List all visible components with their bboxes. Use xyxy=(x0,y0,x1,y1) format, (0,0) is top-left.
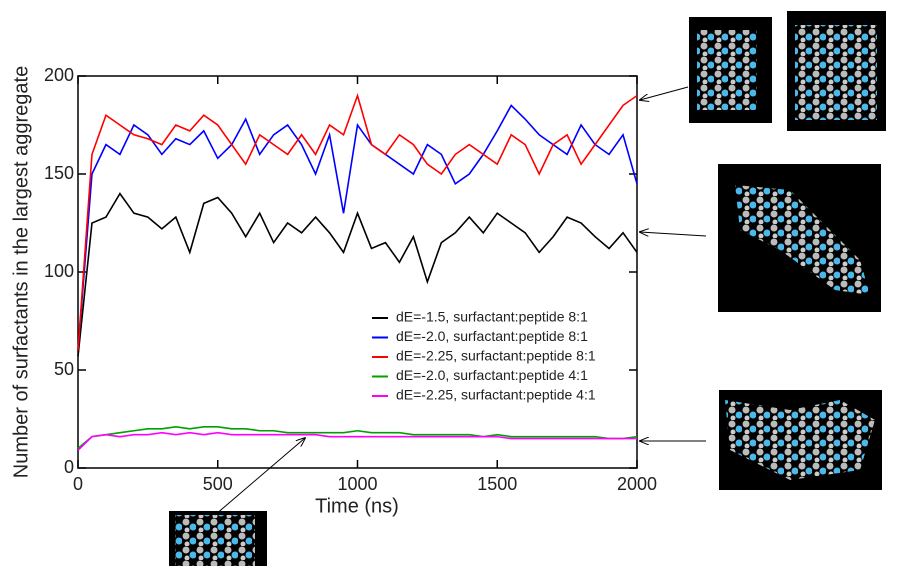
y-tick-label: 150 xyxy=(44,163,74,183)
x-tick-label: 1000 xyxy=(337,474,377,494)
image xyxy=(725,400,875,480)
y-axis-label: Number of surfactants in the largest agg… xyxy=(10,66,32,478)
images xyxy=(169,11,886,566)
x-tick-label: 1500 xyxy=(477,474,517,494)
arrow xyxy=(640,232,707,236)
x-tick-label: 0 xyxy=(73,474,83,494)
y-tick-label: 50 xyxy=(54,359,74,379)
legend-label: dE=-2.0, surfactant:peptide 8:1 xyxy=(396,328,588,344)
image xyxy=(795,25,877,120)
arrow xyxy=(214,438,305,516)
image xyxy=(697,30,757,110)
x-tick-label: 2000 xyxy=(617,474,657,494)
image xyxy=(735,185,870,295)
series-line xyxy=(77,426,638,450)
legend-label: dE=-2.25, surfactant:peptide 4:1 xyxy=(396,387,596,403)
arrow xyxy=(640,86,689,100)
plot-frame xyxy=(77,75,638,469)
legend-label: dE=-2.25, surfactant:peptide 8:1 xyxy=(396,348,596,364)
series-line xyxy=(77,92,638,351)
series-line xyxy=(77,104,638,351)
x-axis-label: Time (ns) xyxy=(315,495,399,517)
y-tick-label: 0 xyxy=(64,457,74,477)
image xyxy=(175,515,255,566)
x-tick-label: 500 xyxy=(203,474,233,494)
series-line xyxy=(77,431,637,451)
legend-label: dE=-1.5, surfactant:peptide 8:1 xyxy=(396,309,588,325)
legend-label: dE=-2.0, surfactant:peptide 4:1 xyxy=(396,367,588,383)
y-tick-label: 200 xyxy=(44,65,74,85)
y-tick-label: 100 xyxy=(44,261,74,281)
series-line xyxy=(77,192,638,357)
